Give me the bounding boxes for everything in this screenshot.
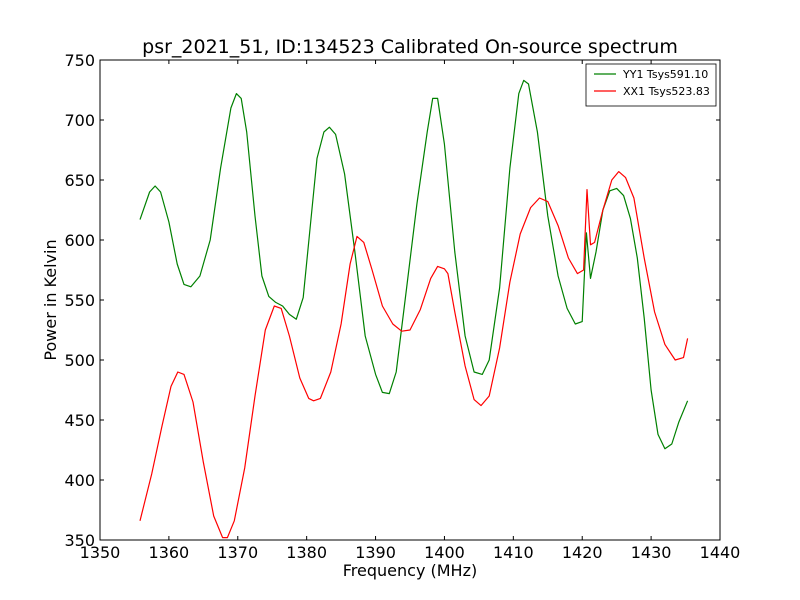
x-tick-label: 1390 xyxy=(355,543,396,562)
x-tick-label: 1400 xyxy=(424,543,465,562)
x-tick-label: 1350 xyxy=(80,543,121,562)
x-tick-label: 1410 xyxy=(493,543,534,562)
x-tick-label: 1370 xyxy=(217,543,258,562)
x-tick-label: 1380 xyxy=(286,543,327,562)
x-tick-label: 1430 xyxy=(631,543,672,562)
x-tick-label: 1440 xyxy=(700,543,741,562)
y-tick-label: 550 xyxy=(64,291,95,310)
x-tick-label: 1420 xyxy=(562,543,603,562)
y-tick-label: 500 xyxy=(64,351,95,370)
legend-box xyxy=(585,63,717,107)
series-line-2 xyxy=(139,171,689,539)
x-axis-label: Frequency (MHz) xyxy=(343,561,477,580)
legend-label: XX1 Tsys523.83 xyxy=(623,85,710,98)
plot-area xyxy=(139,79,689,539)
y-tick-label: 400 xyxy=(64,471,95,490)
chart-title: psr_2021_51, ID:134523 Calibrated On-sou… xyxy=(142,36,678,58)
y-tick-label: 700 xyxy=(64,111,95,130)
y-tick-label: 350 xyxy=(64,531,95,550)
y-tick-label: 600 xyxy=(64,231,95,250)
legend: YY1 Tsys591.10 XX1 Tsys523.83 xyxy=(585,63,717,107)
y-axis-label: Power in Kelvin xyxy=(41,239,60,360)
x-tick-label: 1360 xyxy=(149,543,190,562)
axis-ticks: 1350 1360 1370 1380 1390 1400 1410 1420 1430 1440… xyxy=(64,51,740,562)
legend-label: YY1 Tsys591.10 xyxy=(622,68,708,81)
y-tick-label: 450 xyxy=(64,411,95,430)
y-tick-label: 650 xyxy=(64,171,95,190)
y-tick-label: 750 xyxy=(64,51,95,70)
